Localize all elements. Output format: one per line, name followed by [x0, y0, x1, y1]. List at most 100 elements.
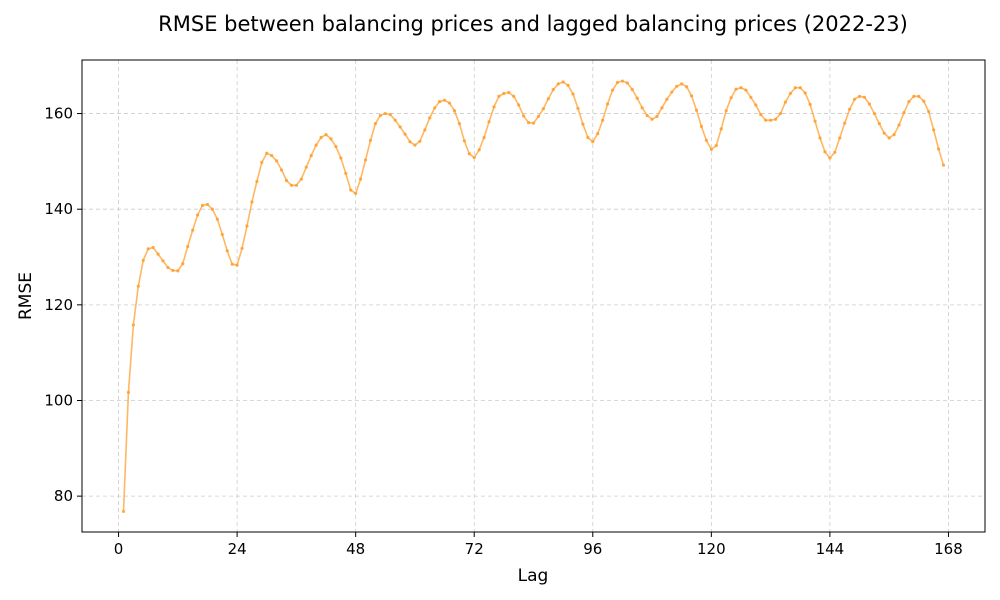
- data-point: [289, 183, 294, 187]
- data-point: [536, 114, 541, 119]
- data-point: [823, 150, 827, 154]
- data-point: [630, 88, 634, 92]
- data-point: [334, 144, 338, 149]
- data-point: [744, 88, 748, 92]
- data-point: [230, 262, 234, 266]
- data-point: [680, 82, 684, 86]
- data-point: [146, 247, 150, 251]
- data-point: [739, 86, 743, 90]
- data-point: [438, 100, 442, 104]
- data-point: [275, 159, 279, 163]
- data-point: [136, 284, 140, 288]
- data-point: [689, 94, 694, 98]
- data-point: [176, 269, 180, 273]
- data-point: [610, 88, 615, 92]
- data-point: [482, 135, 486, 140]
- data-point: [645, 113, 649, 118]
- data-point: [927, 110, 931, 114]
- data-point: [551, 88, 555, 92]
- x-tick-label: 96: [583, 540, 602, 558]
- data-point: [685, 85, 689, 89]
- data-point: [936, 147, 941, 151]
- x-tick-label: 72: [465, 540, 484, 558]
- data-point: [531, 121, 536, 125]
- data-point: [413, 143, 417, 147]
- data-point: [917, 94, 921, 98]
- data-point: [912, 94, 916, 98]
- data-point: [191, 228, 195, 232]
- data-point: [235, 263, 239, 267]
- data-point: [635, 96, 639, 100]
- data-point: [502, 91, 506, 96]
- data-point: [408, 140, 412, 144]
- data-point: [141, 258, 145, 262]
- plot-frame: [81, 59, 986, 533]
- x-tick-label: 0: [114, 540, 124, 558]
- data-point: [729, 96, 733, 100]
- data-point: [383, 111, 387, 116]
- data-point: [922, 99, 926, 103]
- data-point: [719, 127, 723, 131]
- data-point: [220, 232, 224, 237]
- data-point: [363, 158, 368, 162]
- data-point: [151, 245, 155, 250]
- data-point: [709, 147, 713, 152]
- data-point: [778, 111, 783, 116]
- data-point: [507, 90, 511, 95]
- data-point: [349, 188, 353, 192]
- x-axis-label: Lag: [518, 566, 549, 586]
- data-point: [156, 252, 160, 256]
- data-point: [941, 163, 946, 167]
- chart-title: RMSE between balancing prices and lagged…: [158, 12, 908, 36]
- data-point: [734, 87, 738, 91]
- data-point: [566, 83, 570, 87]
- y-tick-label: 160: [44, 105, 73, 123]
- data-point: [344, 171, 348, 175]
- x-axis-ticks: 0 24 48 72 96 120 144 168: [114, 532, 963, 558]
- data-point: [245, 224, 249, 228]
- data-point: [354, 191, 358, 196]
- data-point: [828, 156, 832, 160]
- data-point: [670, 90, 674, 94]
- grid-lines: [82, 60, 985, 532]
- data-point: [428, 116, 432, 120]
- data-point: [798, 86, 802, 90]
- data-point: [887, 136, 891, 140]
- data-point: [512, 94, 516, 98]
- data-point: [714, 144, 718, 148]
- data-point: [655, 114, 659, 119]
- data-point: [260, 160, 264, 164]
- data-point: [467, 152, 471, 156]
- data-point: [131, 323, 135, 327]
- data-point: [497, 94, 501, 98]
- data-point: [250, 200, 254, 204]
- data-point: [433, 106, 437, 110]
- data-point: [304, 165, 308, 169]
- data-point: [867, 102, 872, 106]
- data-point: [793, 86, 797, 90]
- data-point: [892, 133, 896, 137]
- data-point: [378, 113, 382, 118]
- data-point: [200, 203, 205, 207]
- data-point: [838, 136, 842, 140]
- data-point: [492, 105, 496, 109]
- data-point: [882, 131, 886, 135]
- data-point: [270, 154, 274, 158]
- plot-area: [121, 79, 946, 514]
- data-point: [161, 259, 165, 263]
- data-point: [171, 268, 175, 273]
- data-point: [309, 154, 313, 158]
- x-tick-label: 48: [346, 540, 365, 558]
- data-point: [522, 114, 526, 118]
- data-point: [581, 122, 585, 126]
- data-point: [388, 112, 392, 117]
- data-point: [660, 106, 664, 110]
- data-point: [561, 80, 565, 84]
- data-point: [576, 106, 580, 110]
- data-point: [284, 178, 289, 183]
- data-point: [759, 112, 763, 117]
- data-point: [225, 249, 229, 253]
- y-tick-label: 100: [44, 391, 73, 409]
- data-point: [699, 124, 704, 129]
